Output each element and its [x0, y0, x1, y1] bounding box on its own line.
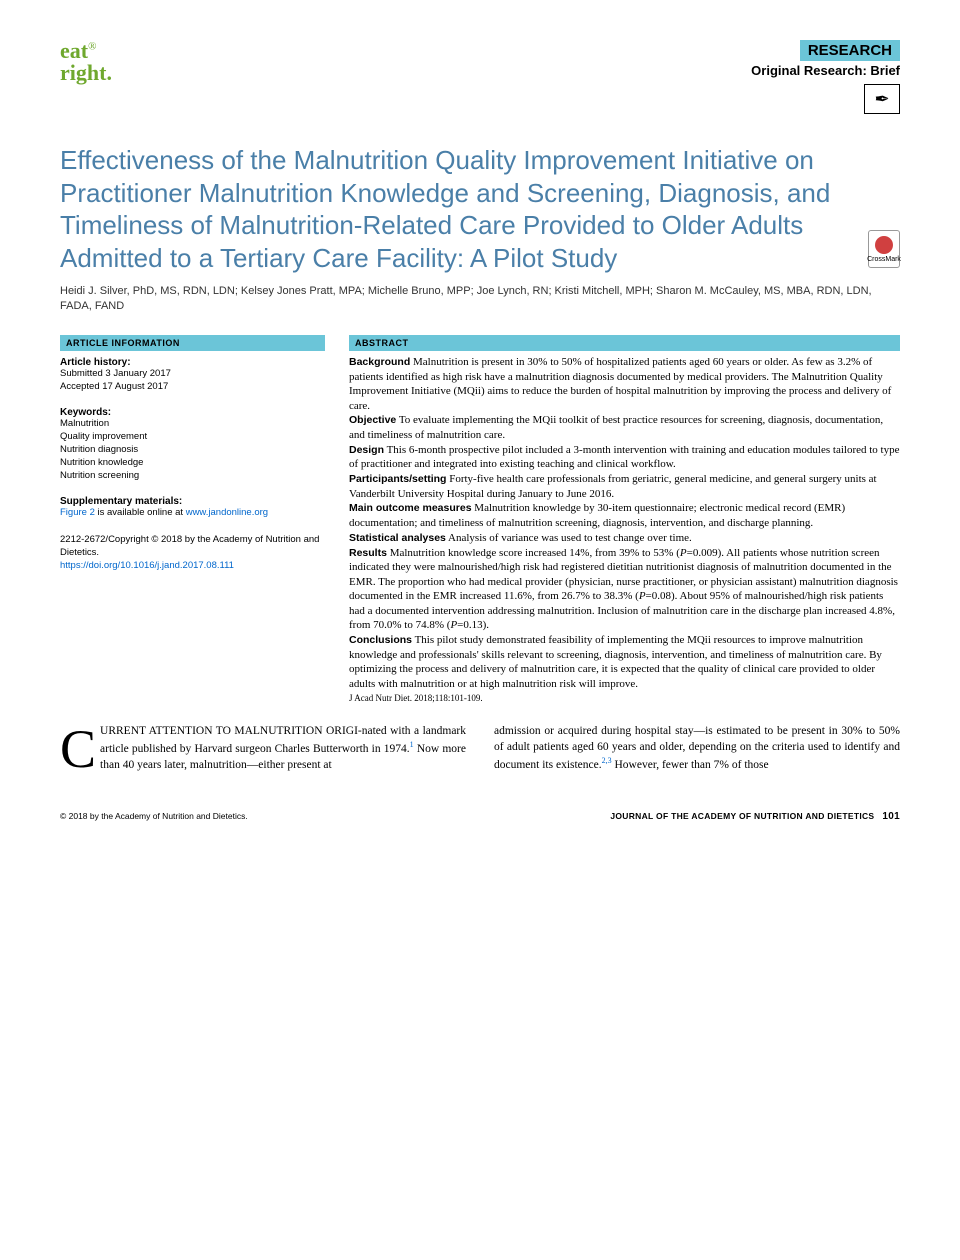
- history-label: Article history:: [60, 357, 325, 368]
- abstract-stats-label: Statistical analyses: [349, 532, 446, 544]
- author-list: Heidi J. Silver, PhD, MS, RDN, LDN; Kels…: [60, 284, 900, 315]
- keywords-text: Malnutrition Quality improvement Nutriti…: [60, 418, 325, 482]
- header-right-block: RESEARCH Original Research: Brief ✒: [751, 40, 900, 114]
- article-title: Effectiveness of the Malnutrition Qualit…: [60, 144, 900, 274]
- research-category-label: RESEARCH: [800, 40, 900, 61]
- logo-reg-mark: ®: [88, 41, 96, 53]
- supplementary-block: Supplementary materials: Figure 2 is ava…: [60, 496, 325, 520]
- crossmark-badge[interactable]: CrossMark: [868, 230, 900, 268]
- page-number: 101: [882, 811, 900, 822]
- abstract-participants-label: Participants/setting: [349, 473, 446, 485]
- abstract-design-label: Design: [349, 444, 384, 456]
- abstract-background-text: Malnutrition is present in 30% to 50% of…: [349, 356, 891, 412]
- title-block: Effectiveness of the Malnutrition Qualit…: [60, 144, 900, 274]
- doi-link[interactable]: https://doi.org/10.1016/j.jand.2017.08.1…: [60, 560, 325, 573]
- info-abstract-row: ARTICLE INFORMATION Article history: Sub…: [60, 335, 900, 705]
- copyright-block: 2212-2672/Copyright © 2018 by the Academ…: [60, 534, 325, 572]
- figure2-link[interactable]: Figure 2: [60, 507, 95, 518]
- abstract-design-text: This 6-month prospective pilot included …: [349, 444, 900, 471]
- history-text: Submitted 3 January 2017 Accepted 17 Aug…: [60, 368, 325, 394]
- supplementary-label: Supplementary materials:: [60, 496, 325, 507]
- supplementary-text: Figure 2 is available online at www.jand…: [60, 507, 325, 520]
- body-column-right: admission or acquired during hospital st…: [494, 723, 900, 773]
- abstract-column: ABSTRACT Background Malnutrition is pres…: [349, 335, 900, 705]
- abstract-measures-label: Main outcome measures: [349, 502, 472, 514]
- eatright-logo: eat® right.: [60, 40, 112, 84]
- abstract-conclusions-label: Conclusions: [349, 634, 412, 646]
- article-info-column: ARTICLE INFORMATION Article history: Sub…: [60, 335, 325, 705]
- article-info-header: ARTICLE INFORMATION: [60, 335, 325, 351]
- abstract-results-label: Results: [349, 547, 387, 559]
- citation-ref-2-3[interactable]: 2,3: [602, 756, 612, 765]
- footer-journal-page: JOURNAL OF THE ACADEMY OF NUTRITION AND …: [610, 811, 900, 822]
- abstract-body: Background Malnutrition is present in 30…: [349, 355, 900, 705]
- footer-journal-name: JOURNAL OF THE ACADEMY OF NUTRITION AND …: [610, 811, 874, 821]
- abstract-objective-label: Objective: [349, 414, 396, 426]
- abstract-stats-text: Analysis of variance was used to test ch…: [446, 532, 692, 544]
- jand-online-link[interactable]: www.jandonline.org: [186, 507, 268, 518]
- body-column-left: CURRENT ATTENTION TO MALNUTRITION ORIGI-…: [60, 723, 466, 773]
- crossmark-icon: [875, 236, 893, 254]
- abstract-background-label: Background: [349, 356, 410, 368]
- journal-reference: J Acad Nutr Diet. 2018;118:101-109.: [349, 693, 900, 705]
- keywords-block: Keywords: Malnutrition Quality improveme…: [60, 407, 325, 482]
- body-text-columns: CURRENT ATTENTION TO MALNUTRITION ORIGI-…: [60, 723, 900, 773]
- crossmark-label: CrossMark: [867, 256, 901, 263]
- footer-copyright: © 2018 by the Academy of Nutrition and D…: [60, 811, 248, 822]
- dropcap-c: C: [60, 723, 100, 773]
- abstract-objective-text: To evaluate implementing the MQii toolki…: [349, 414, 883, 441]
- pen-nib-icon: ✒: [864, 84, 900, 114]
- copyright-text: 2212-2672/Copyright © 2018 by the Academ…: [60, 534, 325, 560]
- keywords-label: Keywords:: [60, 407, 325, 418]
- abstract-header: ABSTRACT: [349, 335, 900, 351]
- page-header: eat® right. RESEARCH Original Research: …: [60, 40, 900, 114]
- abstract-conclusions-text: This pilot study demonstrated feasibilit…: [349, 634, 882, 690]
- logo-text-right: right.: [60, 60, 112, 85]
- research-subcategory-label: Original Research: Brief: [751, 63, 900, 78]
- article-history-block: Article history: Submitted 3 January 201…: [60, 357, 325, 394]
- page-footer: © 2018 by the Academy of Nutrition and D…: [60, 803, 900, 822]
